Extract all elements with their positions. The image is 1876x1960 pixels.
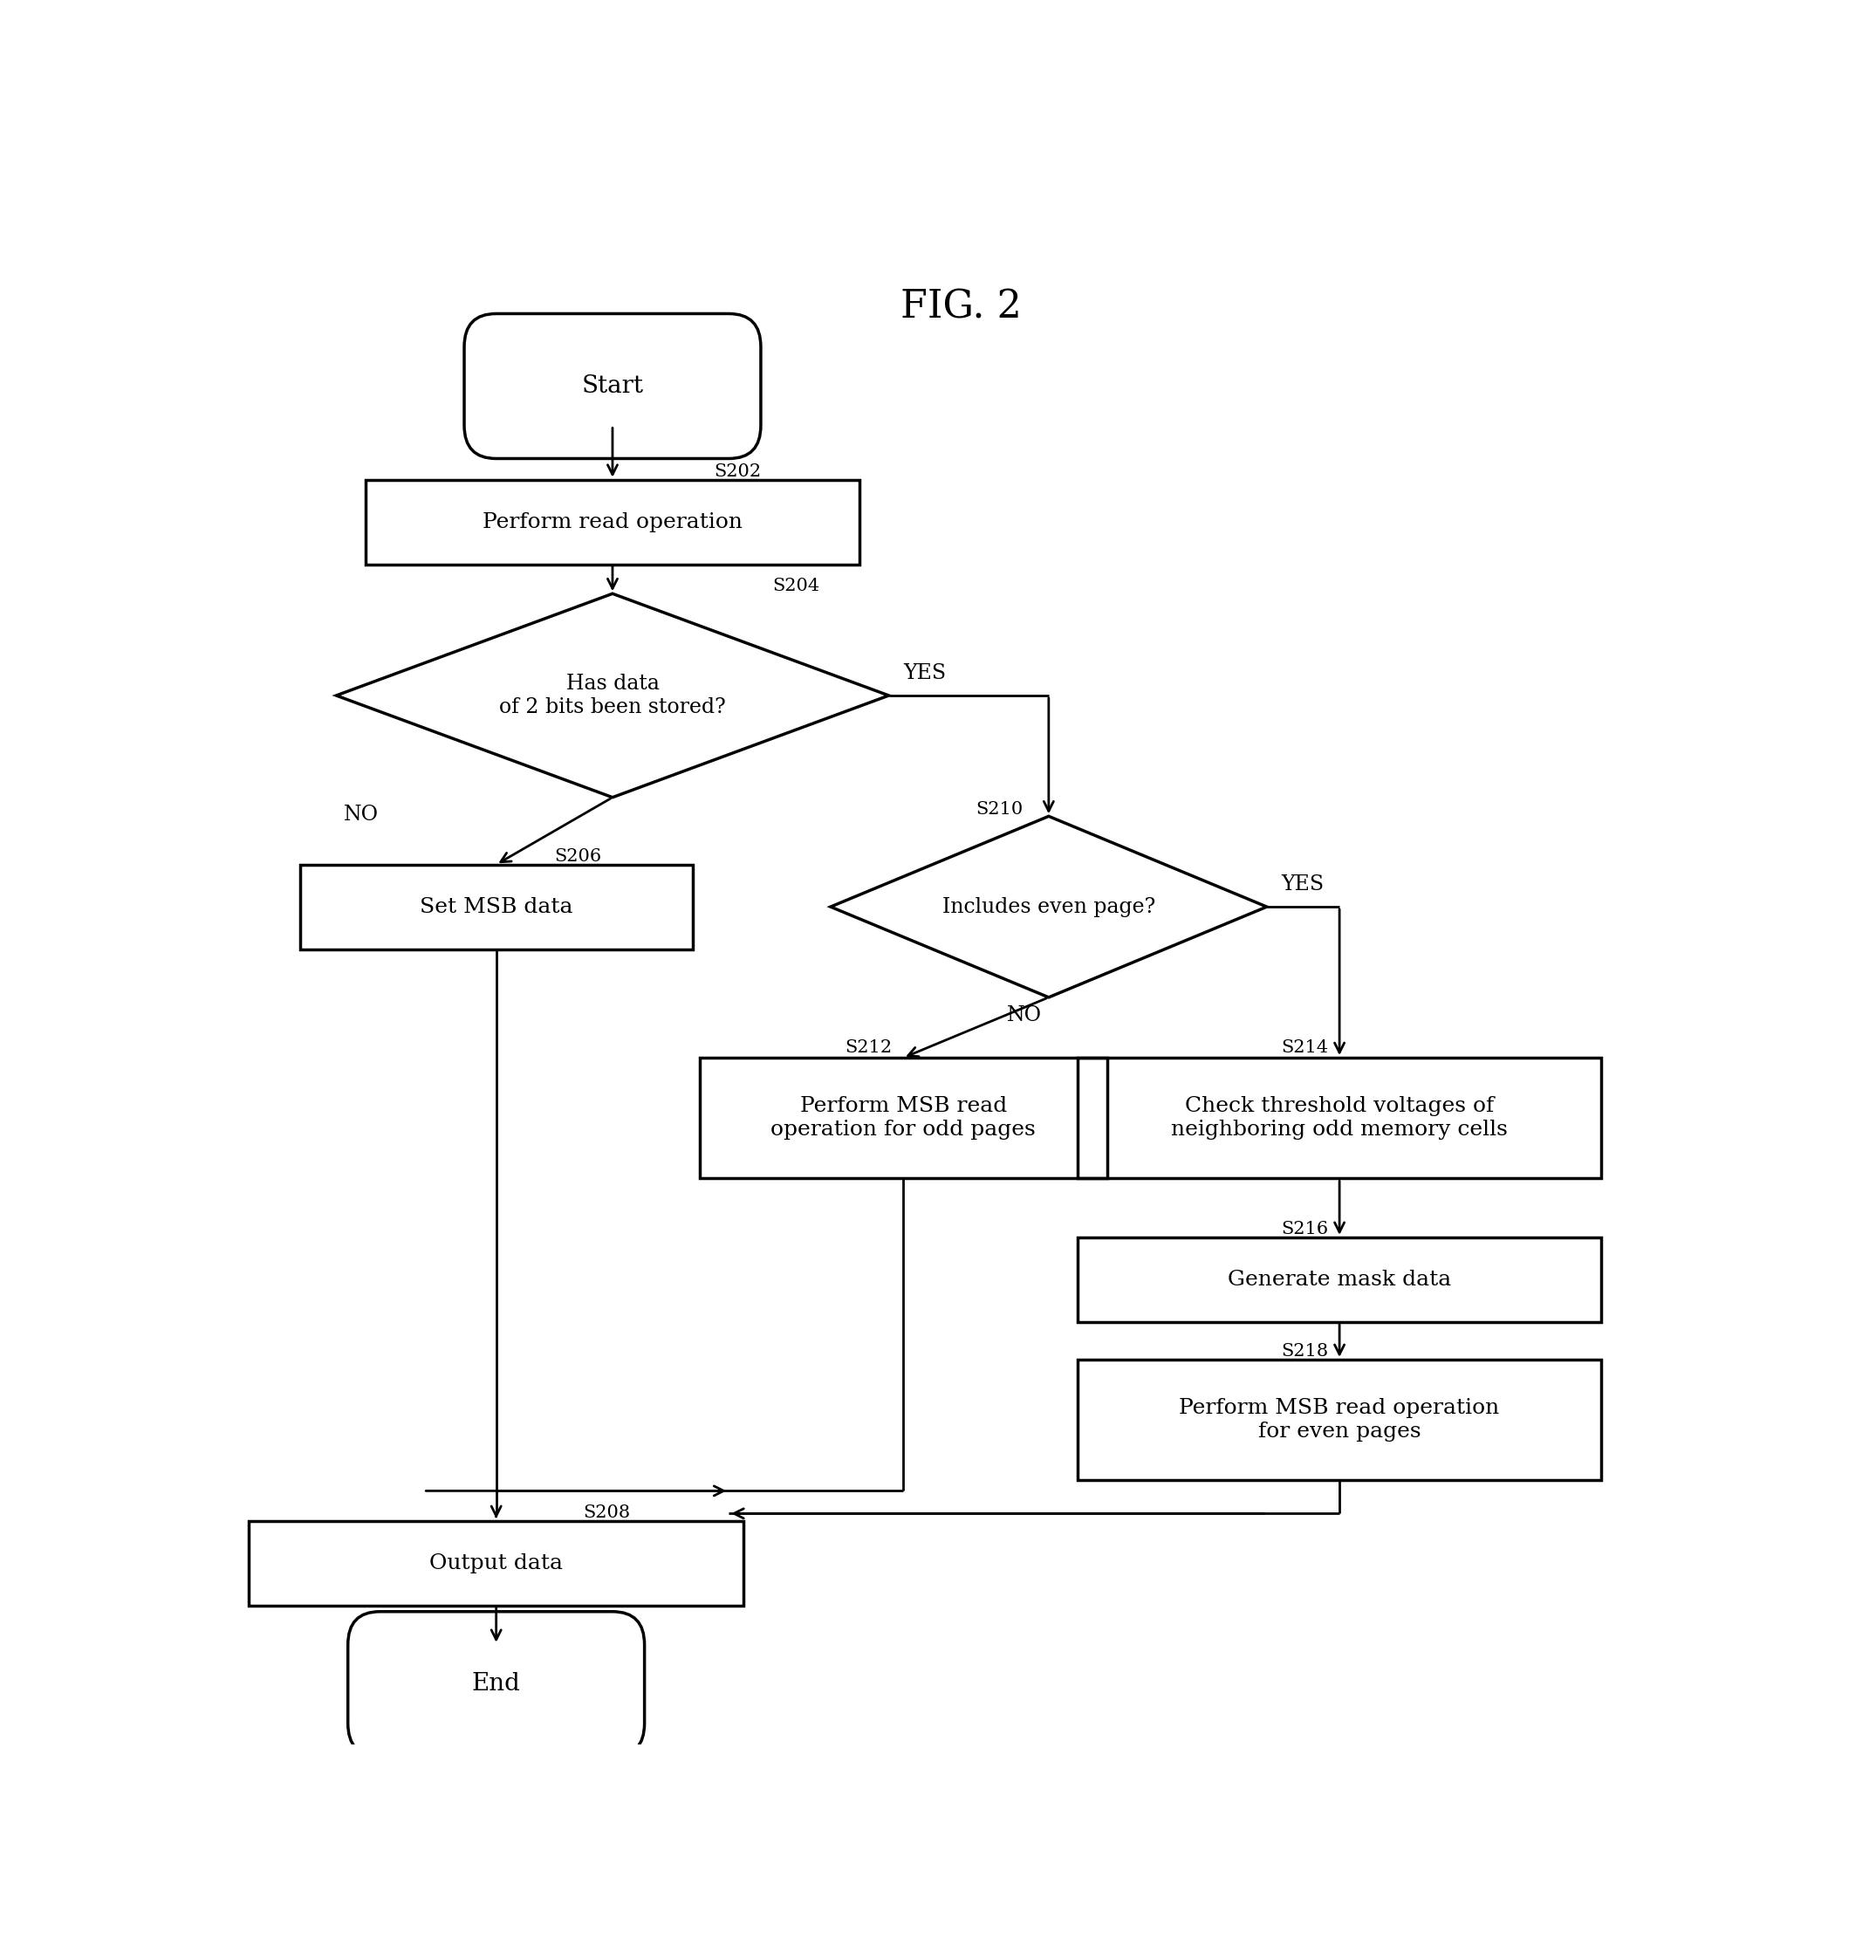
Text: Check threshold voltages of
neighboring odd memory cells: Check threshold voltages of neighboring … (1171, 1096, 1508, 1139)
Text: S206: S206 (555, 849, 602, 864)
Text: S214: S214 (1281, 1039, 1328, 1056)
Text: S218: S218 (1281, 1343, 1328, 1360)
Text: Output data: Output data (430, 1552, 563, 1574)
Text: S216: S216 (1281, 1221, 1328, 1237)
Text: NO: NO (343, 806, 379, 825)
Text: S208: S208 (583, 1505, 630, 1521)
Text: Perform read operation: Perform read operation (482, 512, 743, 531)
Text: YES: YES (1281, 874, 1324, 894)
Bar (250, 1521, 743, 1605)
Text: Generate mask data: Generate mask data (1227, 1270, 1452, 1290)
Bar (1079, 1237, 1602, 1321)
Text: S202: S202 (715, 463, 762, 480)
Text: S210: S210 (976, 802, 1022, 817)
Text: End: End (473, 1672, 520, 1695)
Bar (1079, 1360, 1602, 1480)
Text: YES: YES (904, 662, 946, 684)
Text: Has data
of 2 bits been stored?: Has data of 2 bits been stored? (499, 674, 726, 717)
Text: S212: S212 (844, 1039, 893, 1056)
Text: Perform MSB read
operation for odd pages: Perform MSB read operation for odd pages (771, 1096, 1036, 1139)
Text: FIG. 2: FIG. 2 (900, 288, 1022, 325)
Bar (366, 480, 859, 564)
Text: Includes even page?: Includes even page? (942, 898, 1156, 917)
Text: Set MSB data: Set MSB data (420, 898, 572, 917)
Text: NO: NO (1006, 1005, 1041, 1025)
Bar (700, 1058, 1107, 1178)
Text: Start: Start (582, 374, 643, 398)
Text: Perform MSB read operation
for even pages: Perform MSB read operation for even page… (1180, 1397, 1499, 1441)
Bar (1079, 1058, 1602, 1178)
Text: S204: S204 (773, 578, 820, 594)
Bar (300, 864, 692, 949)
